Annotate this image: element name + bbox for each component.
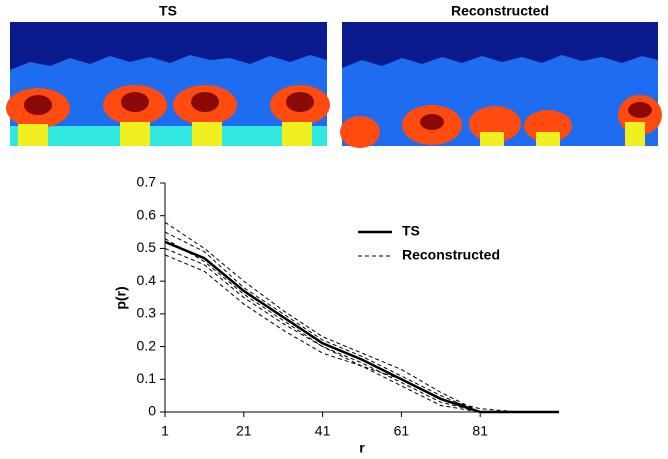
x-tick-label: 81: [472, 423, 488, 439]
y-tick-label: 0.4: [137, 272, 157, 288]
y-tick-label: 0: [148, 403, 156, 419]
x-tick-label: 41: [315, 423, 331, 439]
legend-label: TS: [402, 223, 420, 239]
y-axis-label: p(r): [113, 286, 129, 309]
line-series: [164, 240, 559, 414]
x-tick-label: 61: [394, 423, 410, 439]
y-tick-label: 0.6: [137, 206, 157, 222]
legend-label: Reconstructed: [402, 247, 500, 263]
y-tick-label: 0.2: [137, 337, 157, 353]
y-tick-label: 0.3: [137, 305, 157, 321]
image-title: TS: [159, 3, 177, 19]
x-axis-label: r: [359, 440, 365, 456]
y-tick-label: 0.5: [137, 239, 157, 255]
x-tick-label: 1: [161, 423, 169, 439]
y-tick-label: 0.1: [137, 370, 157, 386]
line-series: [164, 254, 559, 413]
x-tick-label: 21: [236, 423, 252, 439]
y-tick-label: 0.7: [137, 174, 157, 190]
reconstructed-image: [340, 22, 662, 148]
line-series: [164, 247, 559, 413]
line-series: [164, 238, 559, 413]
ts-image: [6, 22, 330, 146]
image-title: Reconstructed: [451, 3, 549, 19]
